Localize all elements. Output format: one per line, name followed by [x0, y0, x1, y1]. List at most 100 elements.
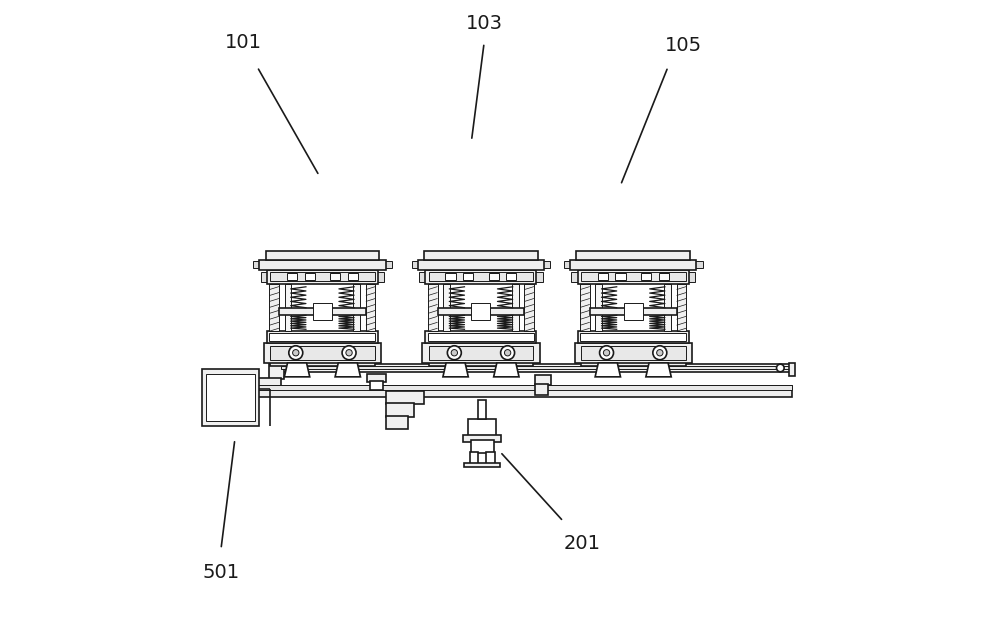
Bar [386, 391, 424, 404]
Circle shape [342, 346, 356, 360]
Polygon shape [646, 363, 671, 377]
Bar [370, 381, 383, 390]
Polygon shape [335, 363, 360, 377]
Bar [506, 273, 516, 280]
Bar [366, 283, 375, 331]
Bar [330, 273, 340, 280]
Polygon shape [284, 363, 310, 377]
Bar [412, 261, 419, 268]
Bar [206, 375, 255, 421]
Bar [281, 366, 792, 369]
Bar [463, 435, 501, 441]
Bar [418, 259, 544, 269]
Polygon shape [595, 363, 621, 377]
Text: 201: 201 [564, 534, 601, 553]
Bar [256, 385, 792, 390]
Bar [281, 364, 792, 373]
Bar [386, 415, 408, 429]
Bar [687, 271, 695, 282]
Text: 103: 103 [466, 14, 503, 33]
Bar [287, 273, 297, 280]
Bar [202, 369, 259, 426]
Text: 101: 101 [225, 33, 262, 52]
Bar [564, 261, 571, 268]
Bar [677, 283, 686, 331]
Bar [695, 261, 703, 268]
Bar [428, 283, 438, 331]
Bar [438, 308, 524, 315]
Bar [261, 271, 268, 282]
Bar [581, 272, 686, 281]
Bar [478, 399, 486, 419]
Polygon shape [443, 363, 468, 377]
Circle shape [501, 346, 515, 360]
Bar [581, 346, 686, 360]
Bar [422, 343, 540, 363]
Bar [429, 360, 533, 366]
Bar [578, 269, 689, 283]
Polygon shape [494, 363, 519, 377]
Text: 105: 105 [665, 36, 702, 55]
Bar [256, 378, 281, 387]
Bar [270, 360, 375, 366]
Bar [512, 283, 519, 331]
Bar [425, 331, 536, 343]
Bar [543, 261, 550, 268]
Bar [464, 463, 500, 467]
Bar [367, 375, 386, 382]
Bar [471, 303, 490, 320]
Bar [386, 403, 414, 417]
Circle shape [657, 350, 663, 356]
Bar [580, 283, 590, 331]
Text: 501: 501 [202, 562, 240, 582]
Bar [269, 364, 284, 379]
Bar [580, 333, 686, 341]
Bar [576, 250, 690, 259]
Bar [377, 271, 384, 282]
Bar [468, 419, 496, 438]
Bar [266, 250, 379, 259]
Bar [259, 259, 386, 269]
Bar [429, 272, 533, 281]
Bar [659, 273, 669, 280]
Bar [535, 375, 551, 385]
Bar [486, 452, 495, 464]
Bar [305, 273, 315, 280]
Bar [270, 272, 375, 281]
Bar [424, 250, 538, 259]
Bar [267, 331, 378, 343]
Bar [615, 273, 626, 280]
Bar [429, 346, 533, 360]
Bar [598, 273, 608, 280]
Bar [264, 343, 381, 363]
Bar [624, 303, 643, 320]
Bar [664, 283, 671, 331]
Bar [789, 363, 795, 376]
Circle shape [603, 350, 610, 356]
Bar [269, 283, 279, 331]
Bar [419, 271, 427, 282]
Bar [470, 452, 478, 464]
Bar [425, 269, 536, 283]
Bar [575, 343, 692, 363]
Circle shape [600, 346, 614, 360]
Bar [253, 261, 261, 268]
Bar [489, 273, 499, 280]
Bar [270, 346, 375, 360]
Circle shape [293, 350, 299, 356]
Bar [524, 283, 534, 331]
Bar [445, 273, 456, 280]
Bar [535, 384, 548, 394]
Bar [256, 387, 792, 396]
Bar [384, 261, 392, 268]
Bar [570, 259, 696, 269]
Bar [595, 283, 602, 331]
Circle shape [653, 346, 667, 360]
Bar [267, 269, 378, 283]
Circle shape [777, 364, 784, 372]
Bar [313, 303, 332, 320]
Bar [348, 273, 358, 280]
Circle shape [504, 350, 511, 356]
Bar [353, 283, 360, 331]
Bar [571, 271, 579, 282]
